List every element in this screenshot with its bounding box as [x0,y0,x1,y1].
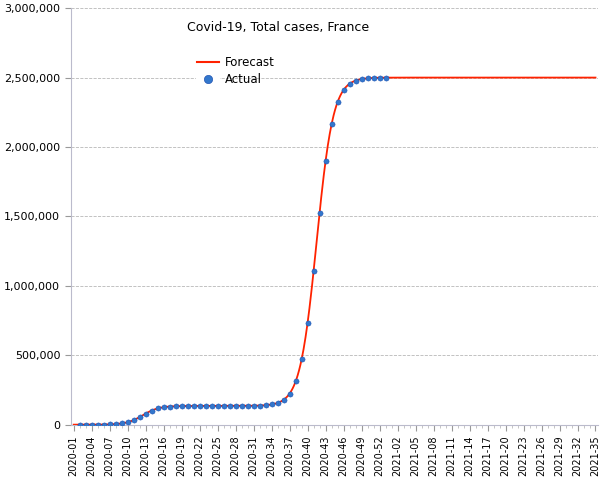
Actual [381,74,390,82]
Actual [177,402,186,410]
Actual [243,402,252,410]
Actual [237,402,246,410]
Actual [141,410,151,418]
Actual [159,403,169,411]
Legend: Forecast, Actual: Forecast, Actual [193,51,279,91]
Actual [368,74,378,82]
Forecast [592,75,599,81]
Actual [339,86,348,94]
Actual [213,402,223,410]
Actual [147,407,157,414]
Forecast [402,75,410,81]
Forecast [373,75,381,81]
Actual [183,402,192,410]
Actual [225,402,235,410]
Forecast [102,421,110,427]
Actual [231,402,240,410]
Actual [171,402,180,410]
Forecast [387,75,394,81]
Actual [345,80,355,87]
Actual [135,413,145,421]
Actual [201,402,211,410]
Actual [105,420,114,428]
Actual [351,77,361,84]
Line: Forecast: Forecast [74,78,595,425]
Actual [302,319,312,326]
Actual [255,402,264,409]
Actual [219,402,229,410]
Actual [321,157,330,165]
Actual [273,399,283,407]
Actual [363,74,373,82]
Forecast [466,75,473,81]
Actual [93,421,102,429]
Actual [189,402,198,410]
Actual [333,98,342,106]
Actual [327,120,336,128]
Actual [309,267,318,275]
Actual [261,401,270,409]
Forecast [519,75,526,81]
Actual [374,74,384,82]
Actual [99,420,108,428]
Text: Covid-19, Total cases, France: Covid-19, Total cases, France [187,21,369,34]
Actual [249,402,258,409]
Actual [129,416,139,424]
Actual [357,75,367,83]
Forecast [70,422,77,428]
Actual [279,396,289,404]
Actual [123,419,132,426]
Actual [165,403,174,410]
Actual [291,378,301,385]
Actual [297,356,307,363]
Actual [315,209,324,216]
Actual [117,420,126,427]
Actual [111,420,120,428]
Actual [195,402,204,410]
Actual [285,390,295,397]
Actual [87,421,97,429]
Actual [75,421,85,429]
Actual [207,402,217,410]
Actual [81,421,91,429]
Actual [267,401,276,408]
Actual [153,405,163,412]
